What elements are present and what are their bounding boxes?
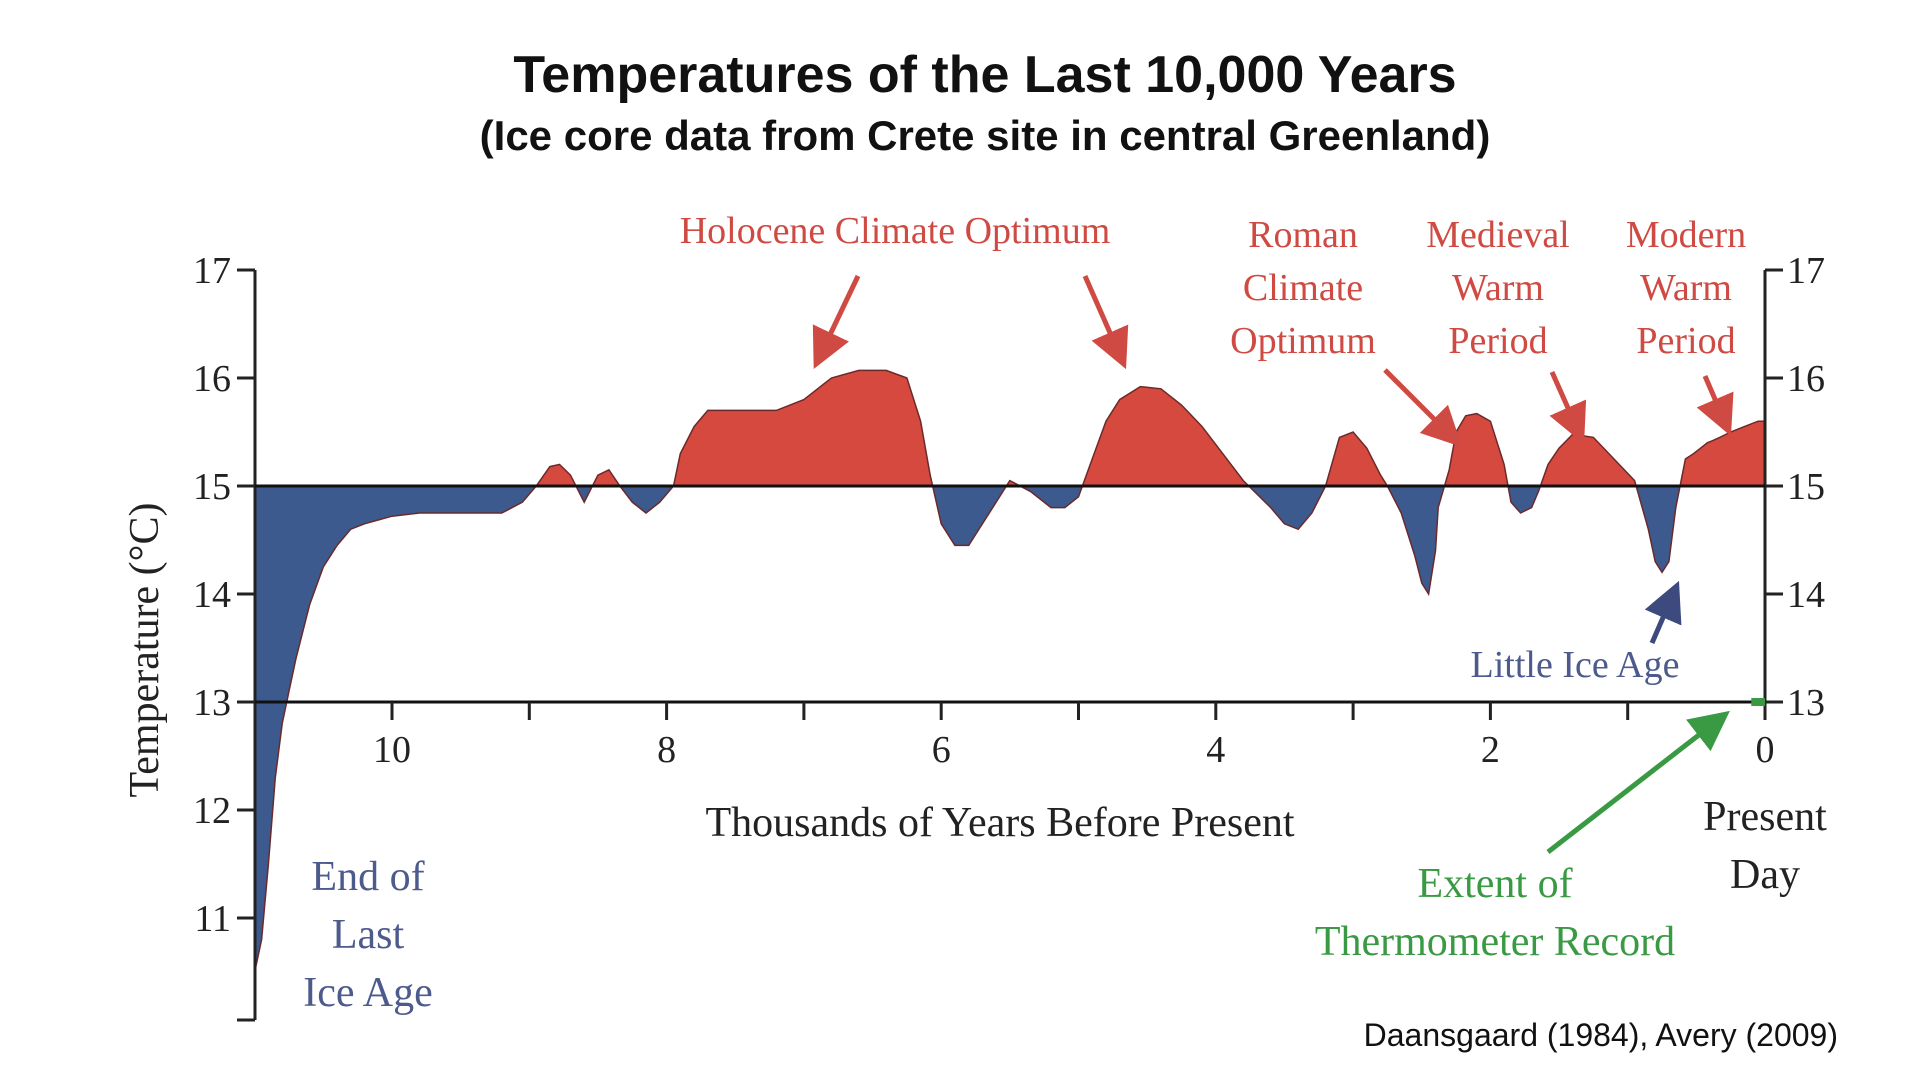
annotation-roman-line1: Roman xyxy=(1248,214,1358,256)
y-tick-label-right: 16 xyxy=(1787,358,1825,400)
y-tick-label-left: 12 xyxy=(193,790,231,832)
y-tick-label-right: 17 xyxy=(1787,250,1825,292)
arrow-holocene-left xyxy=(812,274,861,370)
arrow-holocene-right xyxy=(1082,274,1129,370)
x-tick-label: 10 xyxy=(373,729,411,771)
y-tick-label-right: 14 xyxy=(1787,574,1825,616)
y-tick-label-left: 11 xyxy=(194,898,231,940)
y-tick-label-left: 13 xyxy=(193,682,231,724)
annotation-medieval-line1: Medieval xyxy=(1426,214,1570,256)
annotation-roman-line3: Optimum xyxy=(1230,320,1376,362)
y-tick-label-left: 14 xyxy=(193,574,231,616)
arrow-thermometer xyxy=(1546,710,1730,854)
annotation-modern-line2: Warm xyxy=(1640,267,1732,309)
annotation-roman-line2: Climate xyxy=(1243,267,1363,309)
x-tick-label: 0 xyxy=(1756,729,1775,771)
annotation-end-ice-age-line3: Ice Age xyxy=(303,970,432,1016)
y-tick-label-left: 17 xyxy=(193,250,231,292)
annotation-medieval-line3: Period xyxy=(1448,320,1547,362)
chart-subtitle: (Ice core data from Crete site in centra… xyxy=(480,112,1491,159)
x-axis-label: Thousands of Years Before Present xyxy=(705,800,1294,846)
y-tick-label-right: 13 xyxy=(1787,682,1825,724)
arrow-modern xyxy=(1696,375,1734,437)
annotation-end-ice-age-line1: End of xyxy=(311,854,424,900)
annotation-end-ice-age-line2: Last xyxy=(332,912,405,958)
y-tick-label-left: 16 xyxy=(193,358,231,400)
x-tick-label: 2 xyxy=(1481,729,1500,771)
annotation-little-ice-age: Little Ice Age xyxy=(1471,644,1680,686)
source-citation: Daansgaard (1984), Avery (2009) xyxy=(1364,1017,1838,1053)
annotation-medieval-line2: Warm xyxy=(1452,267,1544,309)
annotation-thermometer-line1: Extent of xyxy=(1417,861,1572,907)
x-tick-label: 8 xyxy=(657,729,676,771)
x-tick-label: 4 xyxy=(1206,729,1225,771)
warm-area xyxy=(254,370,1765,486)
chart-title: Temperatures of the Last 10,000 Years xyxy=(513,46,1456,104)
annotation-holocene: Holocene Climate Optimum xyxy=(680,210,1111,252)
annotation-modern-line1: Modern xyxy=(1626,214,1746,256)
y-tick-label-left: 15 xyxy=(193,466,231,508)
ticks: 17 16 15 14 13 12 11 17 16 15 14 13 10 8 6 4 2 0 xyxy=(193,250,1825,1022)
x-tick-label: 6 xyxy=(932,729,951,771)
y-axis-label: Temperature (°C) xyxy=(122,503,168,798)
arrow-roman xyxy=(1383,368,1463,448)
arrow-medieval xyxy=(1549,370,1587,445)
annotation-present-day-line1: Present xyxy=(1703,794,1827,840)
annotation-modern-line3: Period xyxy=(1636,320,1735,362)
annotation-thermometer-line2: Thermometer Record xyxy=(1315,919,1675,965)
annotation-present-day-line2: Day xyxy=(1730,852,1800,898)
y-tick-label-right: 15 xyxy=(1787,466,1825,508)
arrow-little-ice-age xyxy=(1644,580,1682,644)
